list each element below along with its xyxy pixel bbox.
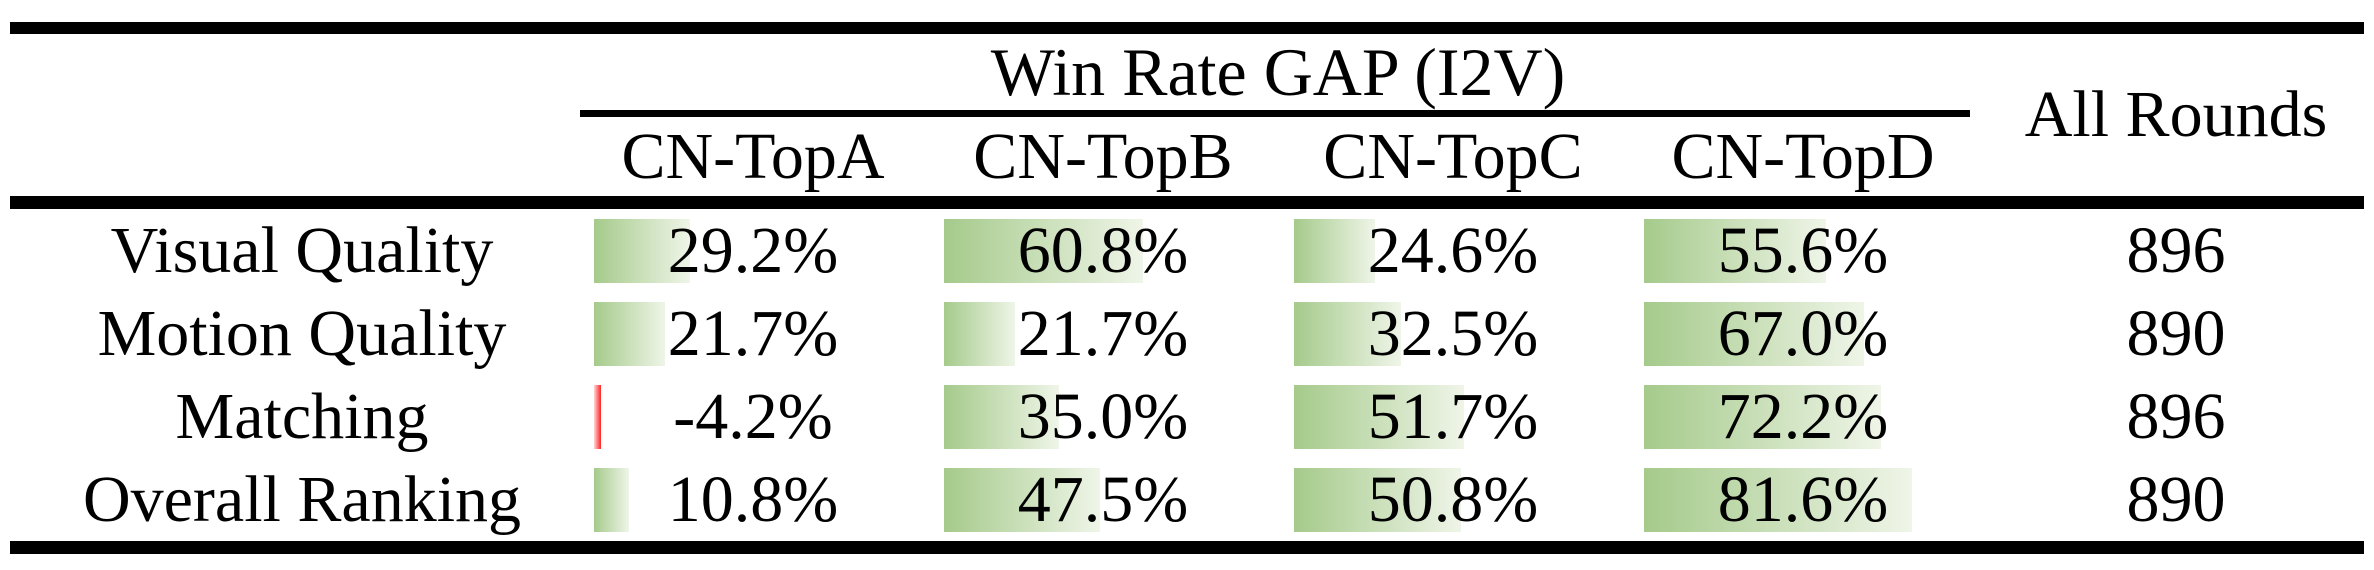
win-rate-data-bar (594, 218, 690, 283)
win-rate-data-bar (1644, 218, 1827, 283)
all-rounds-value: 890 (2126, 296, 2226, 370)
win-rate-data-bar (1294, 384, 1464, 449)
win-rate-value: 29.2% (667, 213, 839, 287)
column-header-all-rounds: All Rounds (2024, 78, 2328, 151)
win-rate-data-bar (1294, 218, 1375, 283)
win-rate-value: 35.0% (1017, 379, 1189, 453)
table-cell: 67.0% (1628, 292, 1978, 375)
row-label: Visual Quality (110, 213, 494, 287)
row-label-column-spacer (0, 34, 578, 196)
win-rate-value: 21.7% (667, 296, 839, 370)
win-rate-value: 72.2% (1717, 379, 1889, 453)
table-cell: 60.8% (928, 209, 1278, 292)
table-cell: 32.5% (1278, 292, 1628, 375)
table-cell: 24.6% (1278, 209, 1628, 292)
win-rate-data-bar (944, 218, 1144, 283)
win-rate-data-bar (1294, 301, 1401, 366)
group-header-underline-rule (580, 110, 1970, 117)
table-cell: 35.0% (928, 375, 1278, 458)
win-rate-data-bar (1644, 301, 1864, 366)
table-cell: 21.7% (928, 292, 1278, 375)
table-cell: 29.2% (578, 209, 928, 292)
win-rate-data-bar (594, 301, 666, 366)
win-rate-value: 50.8% (1367, 462, 1539, 536)
win-rate-value: 24.6% (1367, 213, 1539, 287)
win-rate-value: 10.8% (667, 462, 839, 536)
row-label: Overall Ranking (82, 462, 522, 536)
table-cell: 51.7% (1278, 375, 1628, 458)
win-rate-value: 55.6% (1717, 213, 1889, 287)
table-cell: 47.5% (928, 458, 1278, 541)
table-top-rule (10, 22, 2364, 34)
win-rate-data-bar-negative (594, 384, 601, 449)
column-header-cn-topb: CN-TopB (973, 119, 1233, 193)
group-header-title: Win Rate GAP (I2V) (990, 34, 1566, 110)
win-rate-value: 67.0% (1717, 296, 1889, 370)
column-header-cn-topd: CN-TopD (1671, 119, 1935, 193)
table-cell: 55.6% (1628, 209, 1978, 292)
win-rate-value: -4.2% (673, 379, 833, 453)
all-rounds-value: 890 (2126, 462, 2226, 536)
all-rounds-value: 896 (2126, 213, 2226, 287)
win-rate-data-bar (594, 467, 630, 532)
table-row-visual-quality: Visual Quality 29.2% 60.8% 24.6% 55.6% 8… (0, 209, 2374, 292)
column-header-cn-topa: CN-TopA (621, 119, 885, 193)
table-cell: 81.6% (1628, 458, 1978, 541)
table-row-matching: Matching -4.2% 35.0% 51.7% 72.2% 896 (0, 375, 2374, 458)
win-rate-data-bar (1294, 467, 1461, 532)
table-cell: 21.7% (578, 292, 928, 375)
column-header-cn-topc: CN-TopC (1323, 119, 1583, 193)
win-rate-data-bar (944, 467, 1100, 532)
win-rate-data-bar (1644, 384, 1881, 449)
table-row-overall-ranking: Overall Ranking 10.8% 47.5% 50.8% 81.6% … (0, 458, 2374, 541)
win-rate-value: 47.5% (1017, 462, 1189, 536)
table-cell: -4.2% (578, 375, 928, 458)
table-cell: 50.8% (1278, 458, 1628, 541)
win-rate-value: 21.7% (1017, 296, 1189, 370)
table-cell: 72.2% (1628, 375, 1978, 458)
row-label: Motion Quality (97, 296, 507, 370)
win-rate-data-bar (944, 384, 1059, 449)
table-bottom-rule (10, 541, 2364, 554)
win-rate-data-bar (1644, 467, 1912, 532)
win-rate-value: 81.6% (1717, 462, 1889, 536)
header-separator-rule (10, 196, 2364, 209)
all-rounds-value: 896 (2126, 379, 2226, 453)
row-label: Matching (175, 379, 429, 453)
table-row-motion-quality: Motion Quality 21.7% 21.7% 32.5% 67.0% 8… (0, 292, 2374, 375)
win-rate-value: 51.7% (1367, 379, 1539, 453)
win-rate-gap-column-group: Win Rate GAP (I2V) CN-TopA CN-TopB CN-To… (578, 34, 1978, 196)
win-rate-value: 60.8% (1017, 213, 1189, 287)
table-cell: 10.8% (578, 458, 928, 541)
column-headers-row: CN-TopA CN-TopB CN-TopC CN-TopD (578, 117, 1978, 196)
table-header: Win Rate GAP (I2V) CN-TopA CN-TopB CN-To… (0, 34, 2374, 196)
table-body: Visual Quality 29.2% 60.8% 24.6% 55.6% 8… (0, 209, 2374, 541)
win-rate-data-bar (944, 301, 1016, 366)
win-rate-value: 32.5% (1367, 296, 1539, 370)
